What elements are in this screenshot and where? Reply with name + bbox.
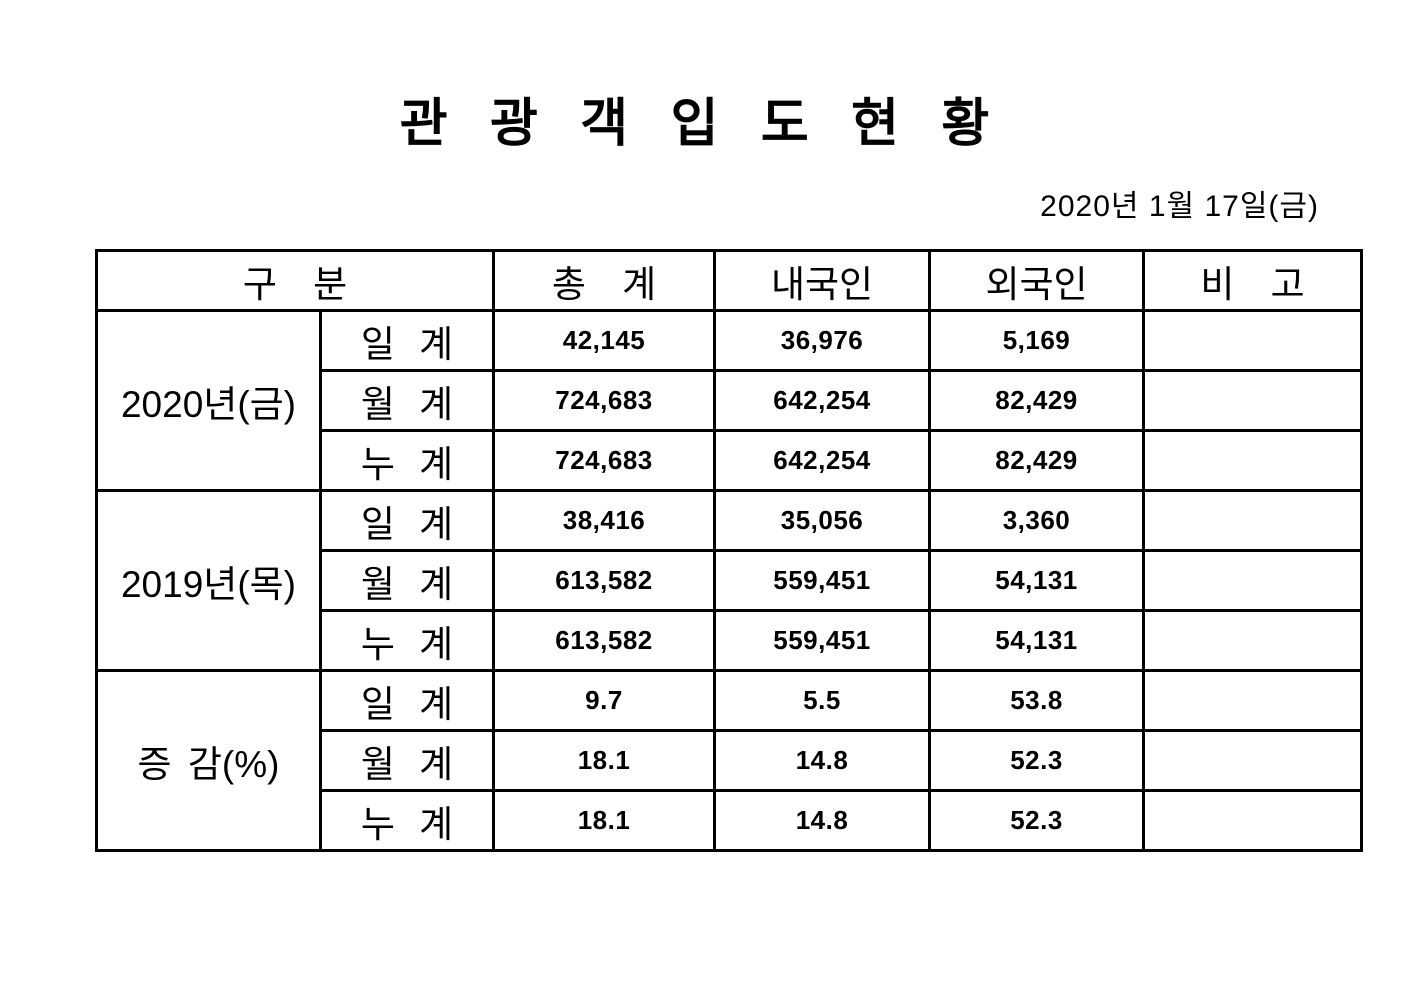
table-row: 2019년(목) 일 계 38,416 35,056 3,360: [95, 489, 1363, 673]
cell-remarks: [1142, 549, 1363, 613]
cell-domestic: 559,451: [713, 609, 931, 673]
col-header-remarks: 비 고: [1142, 249, 1363, 313]
cell-total: 613,582: [492, 609, 716, 673]
header-row: 구 분 총 계 내국인 외국인 비 고: [95, 249, 1363, 313]
cell-foreign: 52.3: [928, 729, 1145, 793]
cell-domestic: 14.8: [713, 789, 931, 853]
group-label-2019: 2019년(목): [95, 489, 322, 673]
cell-total: 42,145: [492, 309, 716, 373]
cell-foreign: 54,131: [928, 609, 1145, 673]
cell-domestic: 559,451: [713, 549, 931, 613]
report-date: 2020년 1월 17일(금): [1040, 190, 1319, 224]
col-header-domestic: 내국인: [713, 249, 931, 313]
cell-remarks: [1142, 789, 1363, 853]
table-row: 누 계 18.1 14.8 52.3: [97, 789, 1363, 853]
cell-total: 724,683: [492, 369, 716, 433]
cell-domestic: 36,976: [713, 309, 931, 373]
cell-remarks: [1142, 429, 1363, 493]
group-label-change: 증 감(%): [95, 669, 322, 853]
group-label-2020: 2020년(금): [95, 309, 322, 493]
row-label: 일 계: [319, 309, 495, 373]
table-row: 누 계 613,582 559,451 54,131: [97, 609, 1363, 673]
col-header-category: 구 분: [95, 249, 495, 313]
cell-total: 18.1: [492, 789, 716, 853]
cell-foreign: 52.3: [928, 789, 1145, 853]
page-title: 관 광 객 입 도 현 황: [399, 95, 1004, 153]
table-row: 2020년(금) 일 계 42,145 36,976 5,169: [95, 309, 1363, 493]
cell-foreign: 3,360: [928, 489, 1145, 553]
cell-foreign: 53.8: [928, 669, 1145, 733]
cell-remarks: [1142, 729, 1363, 793]
cell-domestic: 642,254: [713, 369, 931, 433]
cell-total: 724,683: [492, 429, 716, 493]
col-header-foreign: 외국인: [928, 249, 1145, 313]
cell-remarks: [1142, 489, 1363, 553]
cell-remarks: [1142, 309, 1363, 373]
cell-total: 9.7: [492, 669, 716, 733]
row-label: 월 계: [319, 729, 495, 793]
row-label: 일 계: [319, 489, 495, 553]
table-row: 누 계 724,683 642,254 82,429: [97, 429, 1363, 493]
cell-foreign: 54,131: [928, 549, 1145, 613]
row-label: 일 계: [319, 669, 495, 733]
table-row: 월 계 613,582 559,451 54,131: [97, 549, 1363, 613]
cell-foreign: 82,429: [928, 369, 1145, 433]
arrivals-table: 구 분 총 계 내국인 외국인 비 고 2020년(금) 일 계 42,145 …: [95, 249, 1363, 853]
cell-remarks: [1142, 369, 1363, 433]
cell-domestic: 14.8: [713, 729, 931, 793]
table-row: 월 계 724,683 642,254 82,429: [97, 369, 1363, 433]
table-row: 증 감(%) 일 계 9.7 5.5 53.8: [95, 669, 1363, 853]
cell-total: 38,416: [492, 489, 716, 553]
row-label: 월 계: [319, 549, 495, 613]
row-label: 누 계: [319, 609, 495, 673]
row-label: 누 계: [319, 429, 495, 493]
cell-domestic: 35,056: [713, 489, 931, 553]
cell-foreign: 5,169: [928, 309, 1145, 373]
row-label: 누 계: [319, 789, 495, 853]
cell-domestic: 5.5: [713, 669, 931, 733]
cell-foreign: 82,429: [928, 429, 1145, 493]
row-label: 월 계: [319, 369, 495, 433]
cell-total: 613,582: [492, 549, 716, 613]
cell-total: 18.1: [492, 729, 716, 793]
cell-domestic: 642,254: [713, 429, 931, 493]
table-row: 월 계 18.1 14.8 52.3: [97, 729, 1363, 793]
col-header-total: 총 계: [492, 249, 716, 313]
cell-remarks: [1142, 669, 1363, 733]
cell-remarks: [1142, 609, 1363, 673]
